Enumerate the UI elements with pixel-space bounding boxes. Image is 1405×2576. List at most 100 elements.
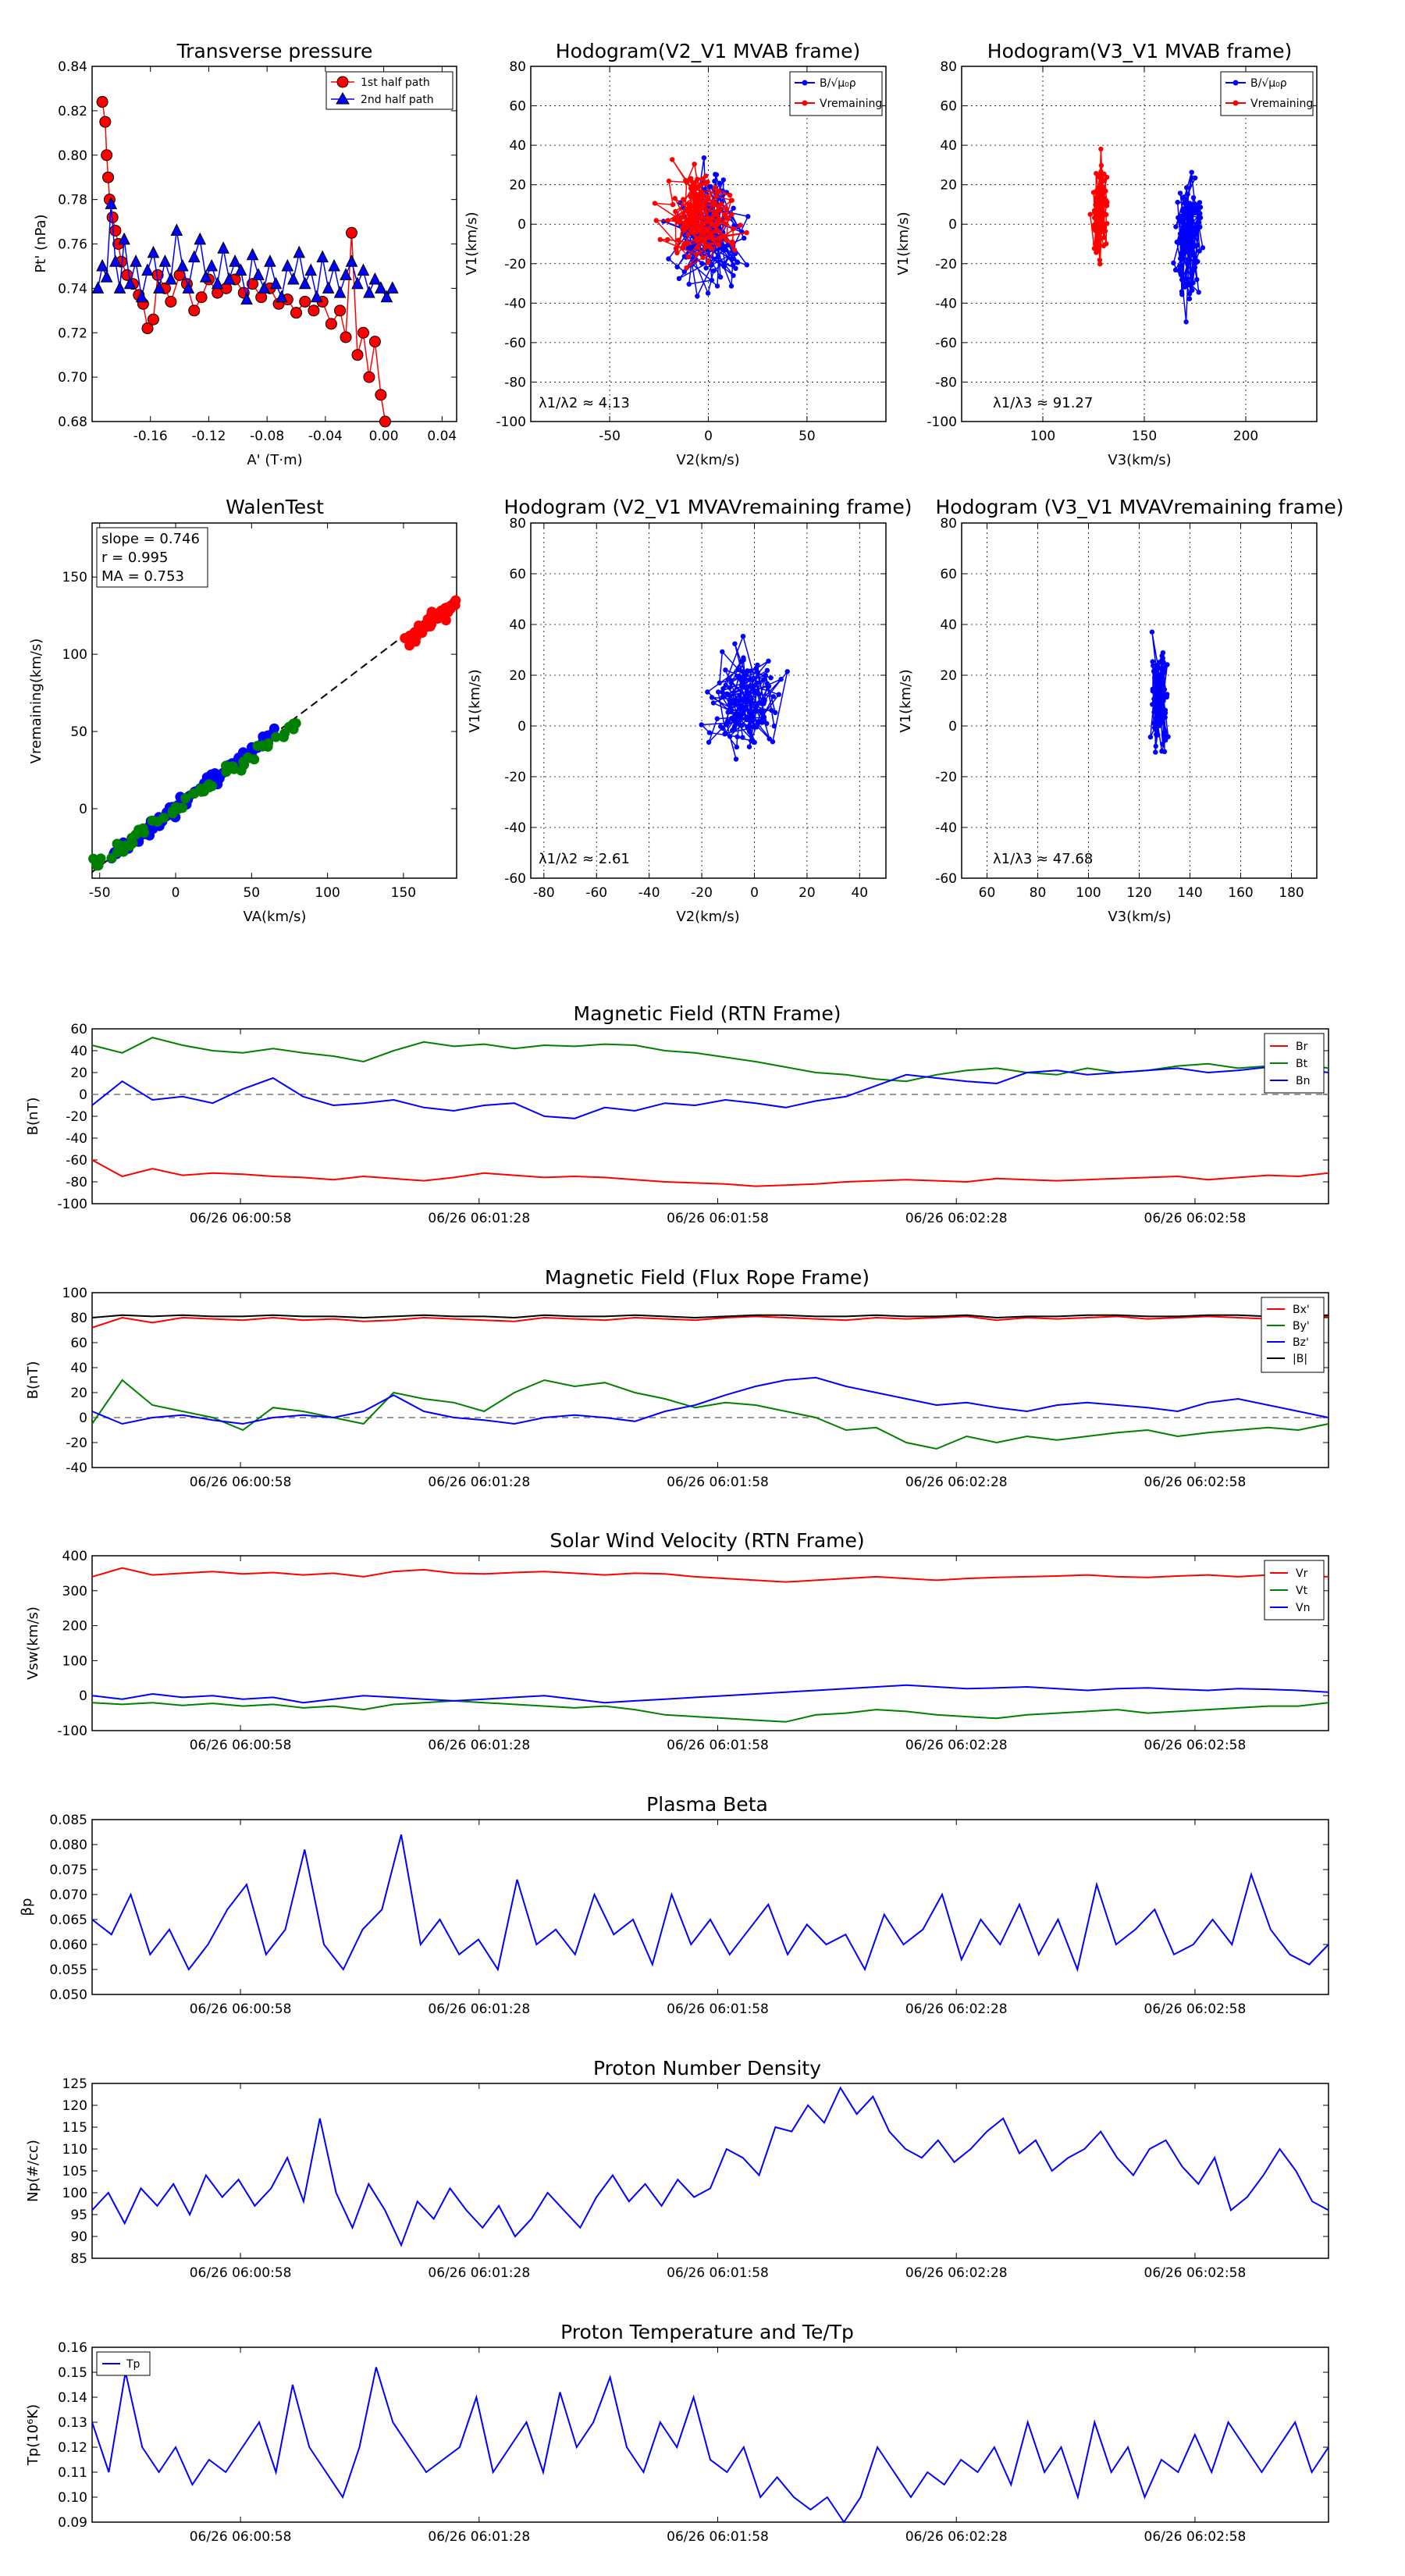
y-tick-label: -20 (504, 257, 526, 272)
data-point (386, 281, 399, 294)
y-tick-label: -40 (504, 296, 526, 311)
plot-frame (91, 522, 457, 879)
data-point (689, 183, 695, 190)
y-tick-label: 0.080 (49, 1838, 87, 1853)
data-point (694, 251, 699, 257)
x-tick-label: 06/26 06:02:58 (1144, 1475, 1247, 1490)
x-tick-label: 06/26 06:01:28 (428, 2529, 530, 2545)
data-point (1177, 267, 1183, 273)
y-tick-label: -20 (504, 770, 526, 785)
data-point (1100, 225, 1105, 230)
data-point (729, 212, 735, 217)
y-tick-label: -20 (935, 770, 957, 785)
data-point (745, 214, 751, 219)
y-tick-label: 90 (70, 2229, 87, 2245)
data-point (1096, 205, 1102, 211)
x-tick-label: 100 (1030, 429, 1055, 444)
y-axis-label: Vsw(km/s) (25, 1606, 41, 1680)
data-point (1165, 734, 1171, 739)
y-tick-label: 0 (948, 217, 957, 233)
series-line-br (91, 1159, 1329, 1187)
data-point (727, 192, 733, 198)
data-point (731, 247, 738, 253)
x-tick-label: 160 (1228, 885, 1253, 901)
y-tick-label: 0 (79, 802, 87, 817)
data-point (1150, 659, 1155, 664)
y-axis-label: Pt' (nPa) (33, 214, 49, 272)
data-point (269, 276, 283, 290)
chart-title: Transverse pressure (176, 40, 373, 62)
x-tick-label: 40 (851, 885, 868, 901)
data-point (177, 802, 188, 813)
magnetic-field-rtn-panel: Magnetic Field (RTN Frame) -100 -80 -60 -40… (25, 1002, 1329, 1226)
legend-label: 2nd half path (361, 94, 434, 106)
data-point (135, 290, 148, 303)
legend: B/√μ₀ρ Vremaining (789, 71, 883, 116)
data-point (290, 307, 303, 319)
proton-number-density-panel: Proton Number Density 85 90 95 100 105 110 115… (25, 2057, 1329, 2281)
data-point (692, 226, 698, 231)
data-point (685, 223, 691, 229)
data-point (1181, 284, 1186, 290)
data-point (1189, 223, 1194, 229)
data-point (351, 349, 364, 361)
x-tick-label: -0.16 (133, 429, 168, 444)
data-point (700, 215, 706, 221)
x-tick-label: 0 (704, 429, 713, 444)
data-point (298, 276, 311, 290)
data-point (199, 270, 212, 283)
data-point (345, 254, 358, 267)
data-point (675, 219, 681, 225)
data-point (1096, 184, 1102, 190)
hodogram-v2v1-mvab-panel: Hodogram(V2_V1 MVAB frame) -100 -80 -60 -40… (464, 40, 887, 468)
chart-title: Plasma Beta (646, 1793, 768, 1816)
series-line (101, 101, 386, 422)
x-tick-label: 06/26 06:02:28 (905, 1738, 1008, 1753)
data-point (682, 220, 688, 226)
x-tick-label: 100 (1076, 885, 1101, 901)
data-point (681, 227, 687, 233)
series-line-tp (91, 2367, 1329, 2524)
data-point (1183, 276, 1189, 282)
data-point (720, 725, 726, 731)
data-point (246, 247, 259, 261)
data-point (691, 190, 696, 195)
series-line-bt (91, 1037, 1329, 1083)
x-tick-label: 06/26 06:01:58 (667, 1211, 769, 1226)
data-point (432, 614, 443, 624)
data-point (109, 224, 122, 237)
data-point (724, 722, 730, 728)
y-tick-label: -80 (504, 375, 526, 390)
series-line-bx (91, 1315, 1329, 1329)
data-point (727, 693, 732, 699)
legend-label: Bx' (1293, 1304, 1310, 1316)
data-point (96, 258, 108, 272)
data-point (153, 281, 165, 294)
data-point (1173, 224, 1179, 229)
data-point (666, 178, 672, 184)
y-tick-label: 80 (509, 59, 526, 75)
data-point (702, 180, 708, 187)
y-tick-label: 0.78 (58, 193, 87, 208)
legend-label: Bz' (1293, 1336, 1309, 1349)
data-point (222, 272, 236, 285)
chart-title: Proton Temperature and Te/Tp (560, 2321, 854, 2343)
data-point (1096, 199, 1102, 205)
data-point (1195, 219, 1200, 225)
y-tick-label: 0.10 (58, 2490, 87, 2506)
data-point (1183, 319, 1189, 325)
data-point (1178, 213, 1184, 219)
x-tick-label: 06/26 06:02:28 (905, 2265, 1008, 2281)
data-point (727, 685, 732, 691)
data-point (706, 243, 711, 249)
data-point (695, 294, 700, 299)
series-line-beta (91, 1834, 1329, 1973)
data-point (1182, 249, 1187, 254)
y-tick-label: 150 (62, 570, 87, 585)
data-point (722, 221, 728, 226)
data-point (716, 689, 721, 695)
data-point (727, 704, 733, 710)
data-point (708, 183, 713, 190)
y-tick-label: 20 (70, 1066, 87, 1081)
